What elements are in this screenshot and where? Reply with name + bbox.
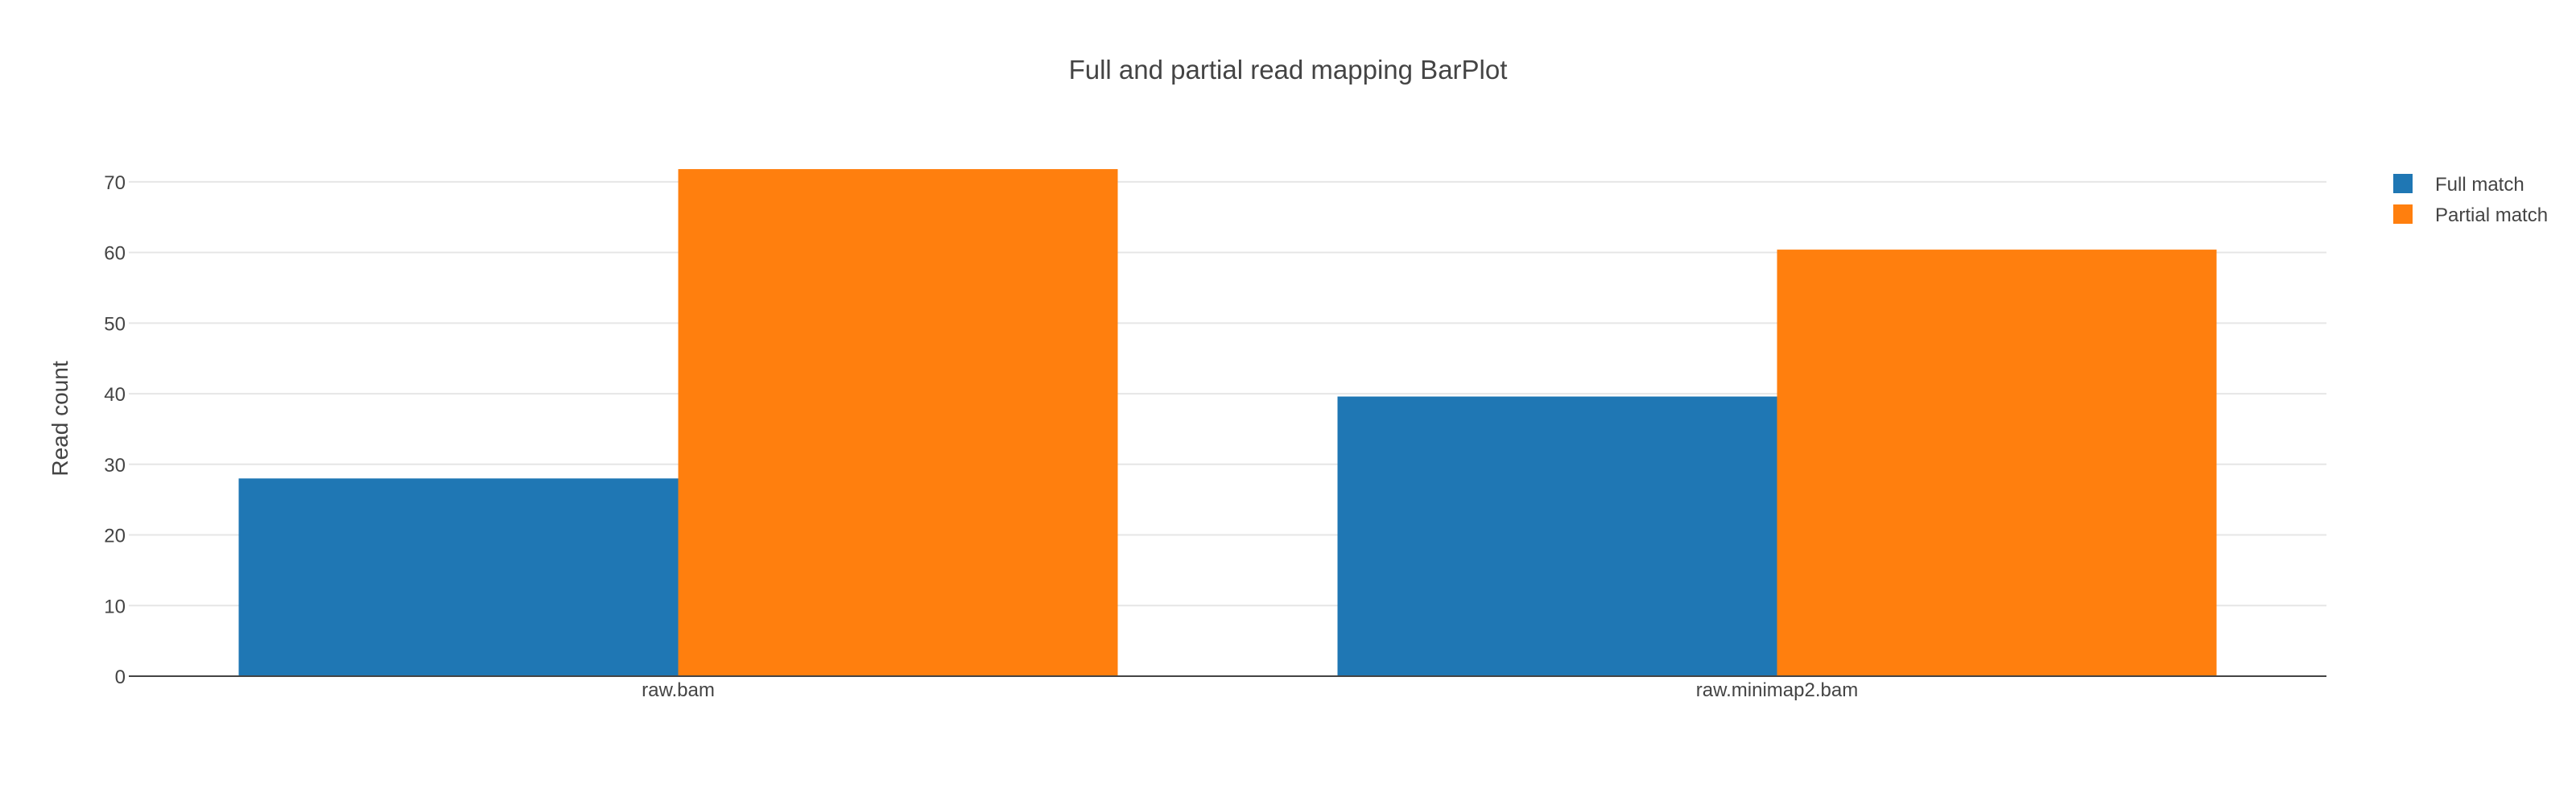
legend-item[interactable]: Partial match — [2393, 204, 2548, 226]
y-tick-label: 0 — [115, 667, 126, 688]
bar-full-match-1[interactable] — [1337, 396, 1777, 676]
y-tick-labels: 0 10 20 30 40 50 60 70 — [104, 172, 126, 688]
y-tick-label: 20 — [104, 526, 126, 547]
legend-item[interactable]: Full match — [2393, 174, 2524, 196]
bar-partial-match-0[interactable] — [678, 169, 1118, 677]
y-tick-label: 60 — [104, 243, 126, 265]
y-axis-label: Read count — [47, 361, 72, 476]
x-tick-label: raw.minimap2.bam — [1696, 679, 1858, 701]
bar-partial-match-1[interactable] — [1777, 250, 2217, 676]
y-tick-label: 50 — [104, 313, 126, 335]
bar-full-match-0[interactable] — [238, 478, 679, 676]
y-tick-label: 40 — [104, 384, 126, 406]
x-tick-label: raw.bam — [642, 679, 715, 701]
y-tick-label: 10 — [104, 596, 126, 617]
y-tick-label: 30 — [104, 455, 126, 477]
legend[interactable]: Full match Partial match — [2393, 174, 2548, 226]
y-tick-label: 70 — [104, 172, 126, 194]
legend-label: Partial match — [2435, 204, 2548, 226]
legend-swatch — [2393, 174, 2413, 193]
x-tick-labels: raw.bam raw.minimap2.bam — [642, 679, 1858, 701]
bars-layer — [238, 169, 2217, 677]
chart-title: Full and partial read mapping BarPlot — [1069, 55, 1508, 85]
legend-swatch — [2393, 204, 2413, 224]
legend-label: Full match — [2435, 174, 2524, 196]
